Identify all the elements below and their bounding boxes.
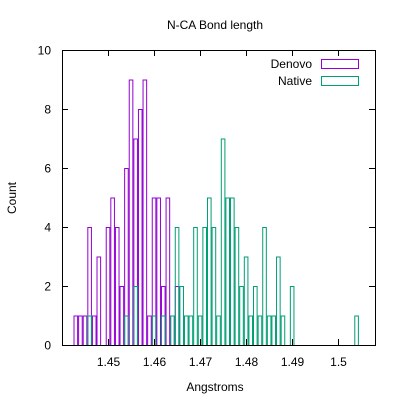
denovo-bar xyxy=(124,168,129,346)
x-tick-label: 1.47 xyxy=(189,355,213,369)
denovo-bar xyxy=(82,315,88,346)
native-bar xyxy=(211,227,217,346)
denovo-bar xyxy=(170,315,175,346)
native-bar xyxy=(170,315,175,346)
native-bar xyxy=(243,256,249,346)
denovo-bar xyxy=(137,109,143,346)
axis-ticks: 0 2 4 6 8 10 1.45 1.46 1.47 1.48 1.49 1.5 xyxy=(38,44,375,369)
native-bar xyxy=(289,286,295,346)
denovo-bar xyxy=(110,197,115,346)
denovo-bar xyxy=(96,256,102,346)
denovo-bar xyxy=(142,79,148,346)
denovo-bar xyxy=(78,315,83,346)
native-bar xyxy=(188,315,194,346)
native-bar xyxy=(133,286,138,346)
native-bar xyxy=(234,227,240,346)
y-tick-label: 10 xyxy=(38,44,52,58)
native-bar xyxy=(239,286,244,346)
native-bar xyxy=(179,286,184,346)
denovo-bar xyxy=(151,197,157,346)
legend: Denovo Native xyxy=(271,57,359,88)
x-tick-label: 1.45 xyxy=(97,355,121,369)
native-bar xyxy=(206,197,212,346)
native-bar xyxy=(248,315,254,346)
legend-swatch-native xyxy=(321,76,359,86)
native-bar xyxy=(230,197,235,346)
denovo-bar xyxy=(87,227,92,346)
y-axis-label: Count xyxy=(5,181,19,214)
native-bar xyxy=(271,315,277,346)
x-axis-label: Angstroms xyxy=(186,380,243,394)
native-bar xyxy=(202,227,207,346)
x-tick-label: 1.46 xyxy=(143,355,167,369)
native-bar xyxy=(253,286,258,346)
y-tick-label: 6 xyxy=(44,162,51,176)
legend-label-native: Native xyxy=(278,74,312,88)
denovo-bar xyxy=(114,227,120,346)
native-bar xyxy=(220,138,226,346)
native-bar xyxy=(183,315,189,346)
denovo-bar xyxy=(128,79,134,346)
native-bar xyxy=(257,315,263,346)
native-bar xyxy=(262,227,267,346)
denovo-bar xyxy=(156,197,161,346)
denovo-bar xyxy=(105,227,111,346)
native-bar xyxy=(216,315,221,346)
native-bar xyxy=(160,315,166,346)
denovo-bar xyxy=(119,286,125,346)
legend-label-denovo: Denovo xyxy=(271,57,313,71)
native-bar xyxy=(87,315,92,346)
denovo-bar xyxy=(73,315,79,346)
plot-frame xyxy=(62,50,376,346)
native-bar xyxy=(193,227,198,346)
y-tick-label: 4 xyxy=(44,221,51,235)
native-bar xyxy=(280,315,286,346)
denovo-bar xyxy=(91,315,97,346)
native-bar xyxy=(276,256,281,346)
denovo-bar xyxy=(147,315,152,346)
legend-swatch-denovo xyxy=(321,59,359,69)
x-tick-label: 1.5 xyxy=(330,355,347,369)
denovo-bar xyxy=(174,286,180,346)
native-bar xyxy=(225,197,230,346)
native-bar xyxy=(354,315,359,346)
denovo-bar xyxy=(133,138,138,346)
y-tick-label: 8 xyxy=(44,103,51,117)
x-tick-label: 1.48 xyxy=(235,355,259,369)
y-tick-label: 0 xyxy=(44,339,51,353)
chart-title: N-CA Bond length xyxy=(167,18,263,32)
native-bar xyxy=(124,315,129,346)
y-tick-label: 2 xyxy=(44,280,51,294)
x-tick-label: 1.49 xyxy=(281,355,305,369)
denovo-bar xyxy=(165,197,171,346)
series-denovo-bars xyxy=(73,79,180,346)
native-bar xyxy=(266,315,272,346)
